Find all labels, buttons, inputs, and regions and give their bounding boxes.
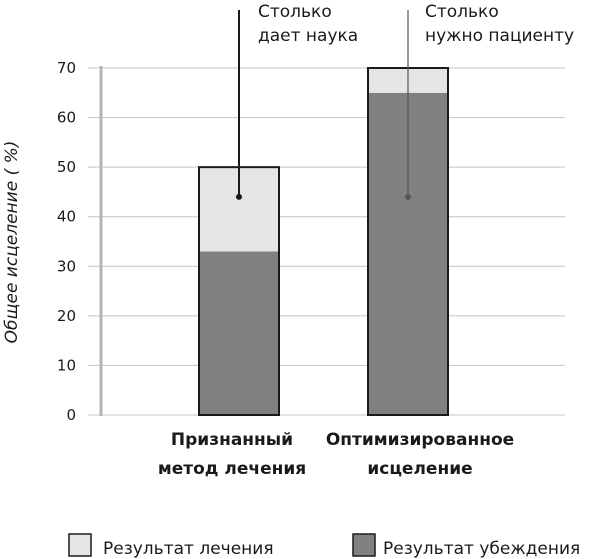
legend-label: Результат убеждения xyxy=(383,539,580,559)
category-label: Признанный xyxy=(171,430,293,450)
legend-swatch xyxy=(352,533,376,557)
grid-lines xyxy=(88,67,565,416)
y-tick-label: 30 xyxy=(57,257,76,275)
y-tick-label: 40 xyxy=(57,208,76,226)
legend-swatch xyxy=(68,533,92,557)
y-tick-label: 0 xyxy=(66,406,76,424)
y-tick-label: 10 xyxy=(57,356,76,374)
annotation-text: дает наука xyxy=(258,26,358,46)
category-label: метод лечения xyxy=(158,459,306,479)
y-tick-label: 60 xyxy=(57,109,76,127)
annotation-text: нужно пациенту xyxy=(425,26,574,46)
legend-label: Результат лечения xyxy=(103,539,274,559)
y-tick-label: 70 xyxy=(57,59,76,77)
legend: Результат лечения Результат убеждения xyxy=(68,533,580,559)
annotation-dot xyxy=(405,193,411,200)
category-label: Оптимизированное xyxy=(326,430,514,450)
annotations: Столько дает наука Столько нужно пациенту xyxy=(236,2,574,200)
y-tick-label: 20 xyxy=(57,307,76,325)
y-tick-labels: 0 10 20 30 40 50 60 70 xyxy=(57,59,76,424)
annotation-dot xyxy=(236,193,242,200)
category-labels: Признанный метод лечения Оптимизированное и… xyxy=(158,430,514,479)
y-tick-label: 50 xyxy=(57,158,76,176)
y-axis-label: Общее исцеление ( %) xyxy=(2,141,22,344)
bar-segment-0-0 xyxy=(199,251,279,415)
annotation-text: Столько xyxy=(258,2,332,22)
bars xyxy=(198,67,449,416)
category-label: исцеление xyxy=(367,459,472,479)
annotation-text: Столько xyxy=(425,2,499,22)
